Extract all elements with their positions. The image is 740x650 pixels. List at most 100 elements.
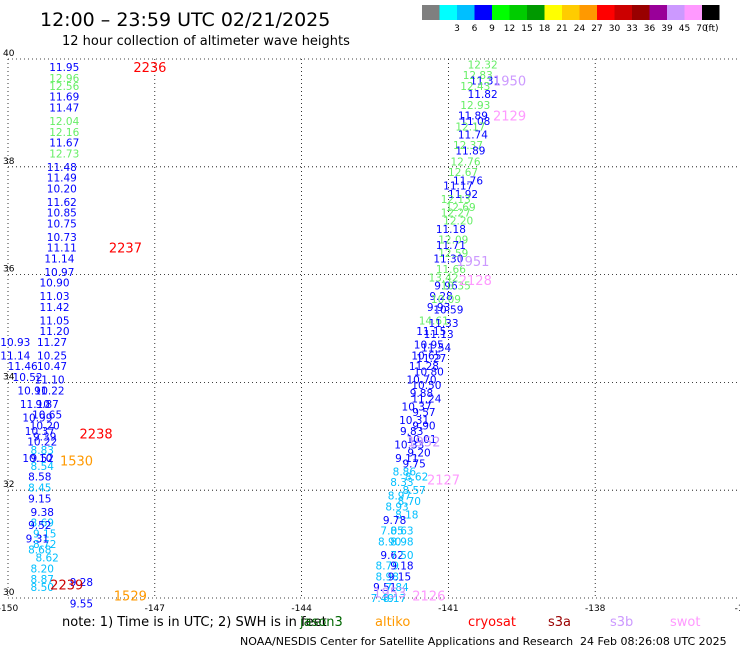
scale-label: 12 (504, 24, 515, 34)
wave-height-value: 11.54 (421, 342, 451, 354)
wave-height-value: 10.65 (411, 350, 441, 362)
scale-swatch (649, 5, 667, 20)
wave-height-value: 11.15 (416, 326, 446, 338)
wave-height-value: 10.90 (39, 278, 69, 290)
wave-height-value: 11.74 (458, 129, 488, 141)
wave-height-value: 10.10 (22, 453, 52, 465)
pass-labels: 2236 2237 2238 1530 1529 2239 1950 2129 1951 2128… (50, 61, 526, 604)
wave-height-value: 10.22 (27, 437, 57, 449)
footer-timestamp: 24 Feb 08:26:08 UTC 2025 (580, 635, 727, 648)
scale-label: 6 (472, 24, 478, 34)
wave-height-value: 9.96 (434, 280, 458, 292)
wave-height-value: 10.01 (406, 434, 436, 446)
footer-note: note: 1) Time is in UTC; 2) SWH is in fe… (62, 615, 327, 630)
mission-label-swot: swot (670, 615, 700, 630)
wave-height-value: 8.98 (390, 536, 413, 548)
pass-label: 1950 (493, 75, 526, 90)
wave-height-value: 10.75 (47, 218, 77, 230)
wave-height-value: 12.27 (441, 208, 471, 220)
scale-swatch (527, 5, 545, 20)
wave-height-value: 8.70 (398, 496, 421, 508)
wave-height-value: 11.20 (39, 326, 69, 338)
wave-height-value: 9.38 (31, 507, 54, 519)
pass-label: 1529 (114, 589, 147, 604)
wave-height-value: 10.93 (0, 337, 30, 349)
wave-height-value: 8.54 (31, 461, 55, 473)
wave-height-value: 10.20 (47, 183, 77, 195)
wave-height-value: 12.93 (460, 100, 490, 112)
wave-height-value: 14.61 (419, 315, 449, 327)
x-axis-ticks: -150 -147 -144 -141 -138 -13 (0, 604, 740, 614)
wave-height-value: 12.67 (448, 167, 478, 179)
wave-height-value: 9.87 (35, 399, 58, 411)
pass-label: 2128 (459, 274, 492, 289)
scale-swatch (544, 5, 562, 20)
x-tick-label: -150 (0, 604, 18, 614)
wave-height-value: 11.92 (448, 189, 478, 201)
wave-height-value: 8.63 (390, 526, 413, 538)
y-tick-label: 36 (3, 265, 15, 275)
wave-height-value: 11.14 (44, 253, 74, 265)
pass-label: 2236 (133, 61, 166, 76)
wave-height-value: 11.14 (0, 350, 30, 362)
wave-height-value: 10.95 (414, 340, 444, 352)
wave-height-value: 11.27 (37, 337, 67, 349)
scale-swatch (632, 5, 650, 20)
wave-height-value: 11.89 (455, 146, 485, 158)
color-scale-legend: 3 6 9 12 15 18 21 24 27 30 33 36 39 45 70(ft) (422, 5, 720, 34)
x-tick-label: -138 (585, 604, 606, 614)
wave-height-value: 10.20 (30, 421, 60, 433)
wave-height-value: 11.71 (436, 240, 466, 252)
pass-label: 2237 (109, 242, 142, 257)
wave-height-value: 10.22 (35, 385, 65, 397)
wave-height-value: 8.69 (31, 518, 54, 530)
wave-height-value: 10.35 (441, 280, 471, 292)
pass-label: 1530 (60, 455, 93, 470)
wave-height-value: 8.72 (33, 539, 56, 551)
wave-height-value: 9.39 (33, 431, 56, 443)
wave-height-value: 8.86 (393, 466, 417, 478)
wave-height-value: 11.28 (409, 361, 439, 373)
wave-height-value: 7.05 (380, 526, 403, 538)
wave-height-value: 8.45 (28, 483, 51, 495)
wave-height-value: 9.11 (395, 453, 418, 465)
wave-height-value: 10.31 (399, 415, 429, 427)
wave-height-value: 9.31 (26, 534, 49, 546)
wave-height-value: 9.28 (70, 577, 93, 589)
wave-height-value: 10.91 (17, 385, 47, 397)
x-tick-label: -141 (438, 604, 458, 614)
wave-height-value: 12.20 (443, 216, 473, 228)
scale-swatch (614, 5, 632, 20)
wave-height-value: 8.33 (390, 477, 413, 489)
wave-height-value: 12.17 (455, 121, 485, 133)
wave-height-value: 8.79 (376, 561, 399, 573)
scale-swatch (562, 5, 580, 20)
wave-height-value: 8.68 (28, 544, 51, 556)
scale-label: 70 (696, 24, 708, 34)
y-tick-label: 34 (3, 372, 15, 382)
wave-height-value: 11.76 (453, 175, 483, 187)
wave-height-value: 8.83 (31, 445, 54, 457)
wave-height-value: 12.96 (49, 73, 79, 85)
mission-label-s3b: s3b (610, 615, 633, 630)
chart-subtitle: 12 hour collection of altimeter wave hei… (62, 34, 350, 49)
scale-label: 39 (661, 24, 673, 34)
mission-label-s3a: s3a (548, 615, 571, 630)
pass-label: 1952 (407, 436, 440, 451)
wave-height-value: 8.20 (31, 563, 54, 575)
scale-label: 3 (454, 24, 460, 34)
x-tick-label: -144 (291, 604, 312, 614)
wave-height-value: 9.90 (412, 421, 435, 433)
y-tick-label: 32 (3, 480, 14, 490)
wave-height-value: 12.43 (460, 81, 490, 93)
scale-label: 30 (609, 24, 621, 34)
wave-height-value: 11.95 (49, 62, 79, 74)
wave-height-value: 8.90 (378, 536, 401, 548)
wave-height-value: 9.52 (31, 453, 54, 465)
scale-label: 27 (591, 24, 602, 34)
wave-height-value: 9.15 (28, 493, 51, 505)
wave-height-value: 11.69 (49, 92, 79, 104)
wave-height-value: 11.13 (424, 329, 454, 341)
wave-height-value: 7.49 (371, 593, 394, 605)
